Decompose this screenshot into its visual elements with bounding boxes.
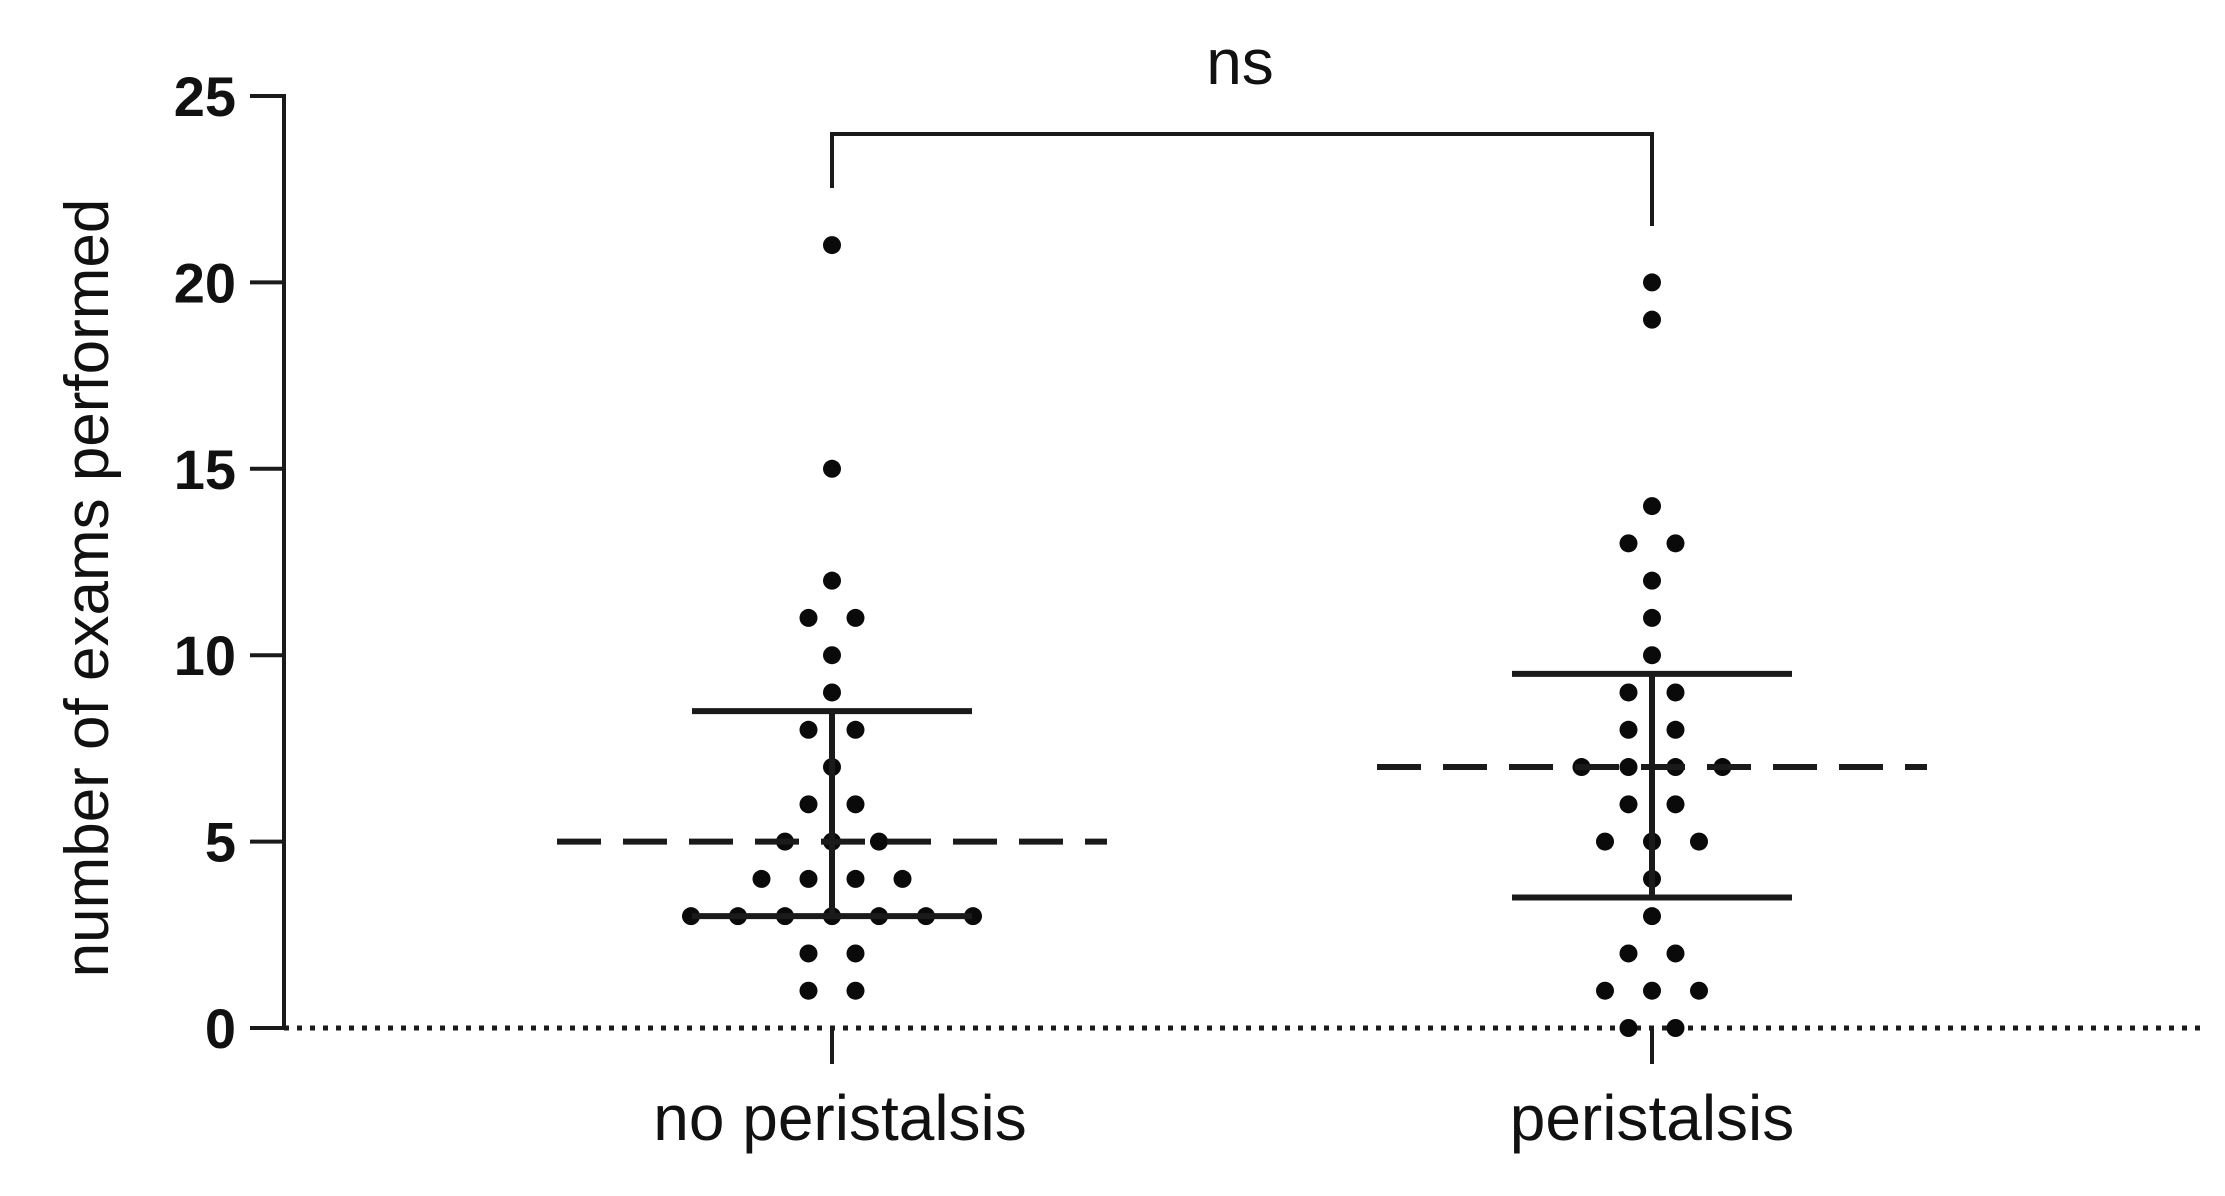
data-point <box>1666 683 1685 702</box>
y-tick-label: 25 <box>174 65 236 128</box>
data-point <box>1619 944 1638 963</box>
x-tick-label: no peristalsis <box>653 1082 1027 1154</box>
data-point <box>1690 981 1708 1000</box>
data-point <box>870 832 888 851</box>
data-point <box>1643 497 1661 516</box>
data-point <box>964 907 982 926</box>
y-tick-label: 20 <box>174 251 236 314</box>
data-point <box>1596 981 1614 1000</box>
data-point <box>1666 944 1685 963</box>
data-point <box>799 869 818 888</box>
data-point <box>1643 608 1661 627</box>
data-point <box>823 683 841 702</box>
data-point <box>846 608 865 627</box>
data-point <box>799 720 818 739</box>
data-point <box>893 869 912 888</box>
data-point <box>1619 1019 1638 1037</box>
data-point <box>1619 758 1638 777</box>
data-point <box>1643 981 1661 1000</box>
annotation-layer: ns <box>830 26 1654 226</box>
data-point <box>752 869 771 888</box>
data-point <box>1643 273 1661 292</box>
significance-label: ns <box>1206 26 1274 98</box>
data-point <box>1666 534 1685 553</box>
data-point <box>1666 720 1685 739</box>
significance-bracket <box>830 132 1654 226</box>
data-point <box>799 944 818 963</box>
data-point <box>846 795 865 814</box>
data-point <box>846 720 865 739</box>
data-point <box>823 236 841 255</box>
data-point <box>1619 534 1638 553</box>
data-point <box>799 981 818 1000</box>
data-point <box>823 571 841 590</box>
data-point <box>823 646 841 665</box>
data-point <box>1643 310 1661 329</box>
data-point <box>1619 720 1638 739</box>
data-point <box>1643 907 1661 926</box>
y-tick-label: 0 <box>205 997 236 1060</box>
y-tick-label: 15 <box>174 438 236 501</box>
data-point <box>1643 571 1661 590</box>
marks-layer <box>557 236 1927 1037</box>
y-axis-label: number of exams performed <box>53 199 122 978</box>
data-point <box>846 981 865 1000</box>
data-point <box>799 795 818 814</box>
data-point <box>823 459 841 478</box>
x-tick-label: peristalsis <box>1510 1082 1795 1154</box>
axes-layer: 0 5 10 15 20 25 number of exams performed no pe… <box>53 65 2200 1154</box>
data-point <box>1690 832 1708 851</box>
y-tick-label: 5 <box>205 811 236 874</box>
data-point <box>1643 646 1661 665</box>
data-point <box>682 907 700 926</box>
y-tick-label: 10 <box>174 624 236 687</box>
data-point <box>1666 795 1685 814</box>
data-point <box>1619 683 1638 702</box>
data-point <box>1619 795 1638 814</box>
data-point <box>846 944 865 963</box>
data-point <box>799 608 818 627</box>
data-point <box>846 869 865 888</box>
data-point <box>1596 832 1614 851</box>
data-point <box>1666 1019 1685 1037</box>
